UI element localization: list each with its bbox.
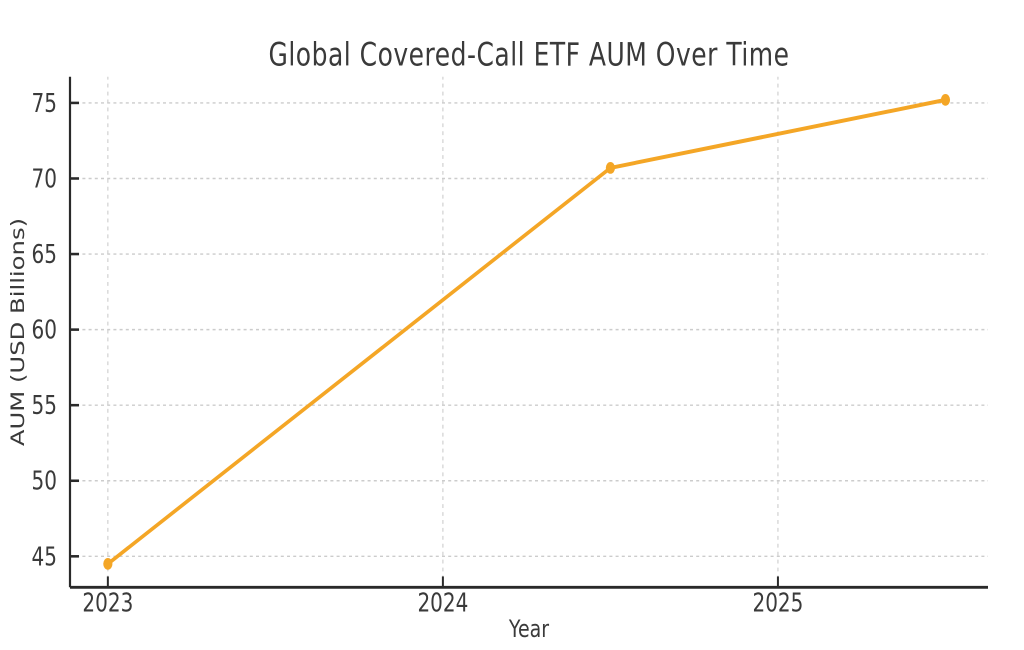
x-tick-label: 2025 [752,589,803,618]
x-axis-label: Year [508,616,549,644]
y-tick-label: 75 [32,90,57,119]
y-tick-label: 65 [32,241,57,270]
x-tick-label: 2024 [417,589,468,618]
data-point-marker [605,162,616,174]
tick-layer: 2023 2024 2025 45 50 55 60 65 70 75 [32,90,804,619]
y-tick-label: 70 [32,165,57,194]
data-point-marker [940,94,951,106]
aum-series-line [106,97,948,566]
axes-layer [68,76,988,589]
y-axis-label: AUM (USD Billions) [7,218,29,446]
x-tick-label: 2023 [82,589,133,618]
y-tick-label: 55 [32,392,57,421]
chart-title: Global Covered-Call ETF AUM Over Time [269,35,790,73]
y-tick-label: 45 [32,543,57,572]
data-point-marker [103,557,113,570]
series-layer [103,94,951,570]
y-tick-label: 60 [32,316,57,345]
y-tick-label: 50 [32,467,57,496]
grid-layer [70,76,988,588]
